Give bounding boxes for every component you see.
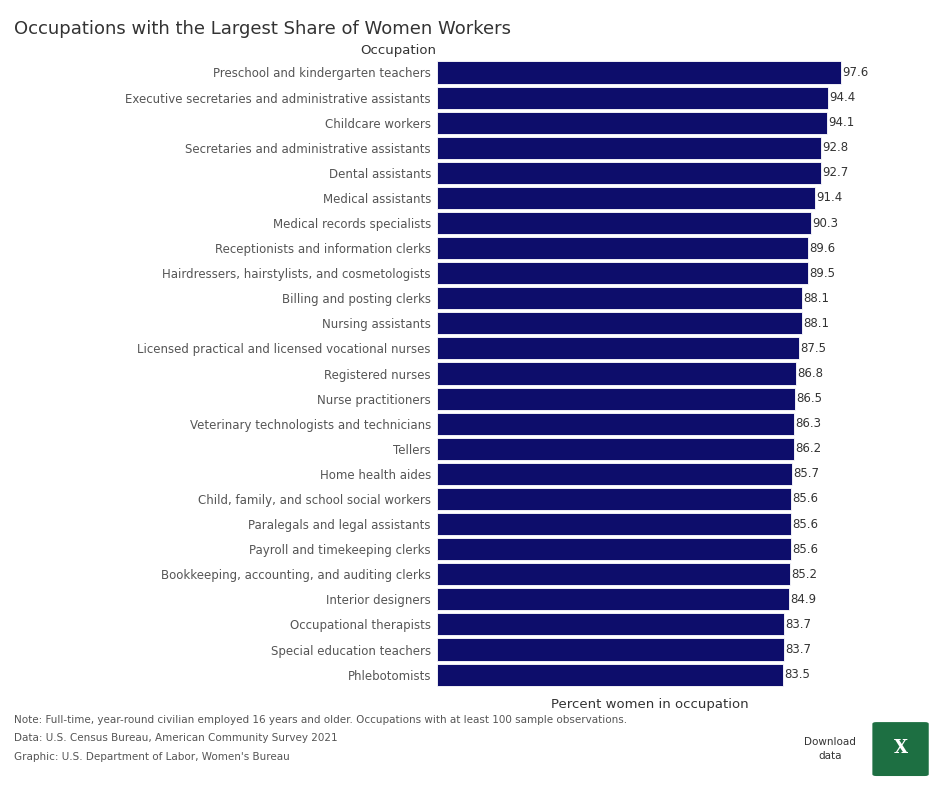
Bar: [437, 212, 811, 234]
Text: 97.6: 97.6: [843, 66, 868, 79]
Bar: [437, 137, 821, 159]
Text: 94.1: 94.1: [828, 116, 854, 129]
Text: Occupations with the Largest Share of Women Workers: Occupations with the Largest Share of Wo…: [14, 20, 512, 38]
Text: 85.6: 85.6: [792, 518, 819, 531]
Text: 86.8: 86.8: [798, 367, 824, 380]
Text: 86.5: 86.5: [796, 392, 823, 405]
Text: 92.7: 92.7: [822, 166, 848, 179]
Bar: [437, 161, 821, 184]
Bar: [437, 588, 789, 610]
Text: 86.3: 86.3: [795, 417, 822, 430]
Text: 92.8: 92.8: [823, 141, 848, 154]
Bar: [437, 388, 795, 410]
Bar: [437, 237, 808, 259]
Bar: [437, 287, 802, 309]
Bar: [437, 312, 802, 335]
Text: 89.5: 89.5: [809, 267, 835, 280]
Text: 83.7: 83.7: [785, 618, 810, 631]
Text: 88.1: 88.1: [803, 317, 829, 330]
Text: X: X: [894, 739, 907, 757]
Text: 85.6: 85.6: [792, 543, 819, 555]
Bar: [437, 187, 815, 209]
Bar: [437, 337, 799, 360]
Text: Occupation: Occupation: [361, 45, 437, 58]
X-axis label: Percent women in occupation: Percent women in occupation: [551, 698, 749, 711]
Bar: [437, 112, 827, 133]
Text: Download
data: Download data: [804, 737, 856, 761]
Text: 83.7: 83.7: [785, 643, 810, 656]
Text: 85.6: 85.6: [792, 492, 819, 506]
Text: Data: U.S. Census Bureau, American Community Survey 2021: Data: U.S. Census Bureau, American Commu…: [14, 733, 338, 744]
Text: 94.4: 94.4: [829, 91, 855, 104]
Text: 85.2: 85.2: [791, 568, 817, 581]
Text: 87.5: 87.5: [801, 342, 827, 355]
Bar: [437, 663, 783, 686]
FancyBboxPatch shape: [872, 722, 929, 776]
Bar: [437, 62, 841, 84]
Bar: [437, 614, 784, 635]
Text: Note: Full-time, year-round civilian employed 16 years and older. Occupations wi: Note: Full-time, year-round civilian emp…: [14, 715, 627, 725]
Bar: [437, 513, 791, 535]
Bar: [437, 438, 794, 460]
Bar: [437, 86, 828, 109]
Bar: [437, 463, 791, 485]
Text: 90.3: 90.3: [812, 217, 838, 229]
Text: 89.6: 89.6: [809, 241, 835, 255]
Bar: [437, 262, 808, 284]
Bar: [437, 638, 784, 661]
Text: 84.9: 84.9: [790, 593, 816, 606]
Text: 85.7: 85.7: [793, 467, 819, 480]
Bar: [437, 412, 794, 435]
Bar: [437, 538, 791, 560]
Text: 86.2: 86.2: [795, 443, 821, 455]
Text: 83.5: 83.5: [784, 668, 809, 681]
Bar: [437, 363, 796, 384]
Bar: [437, 563, 790, 586]
Text: Graphic: U.S. Department of Labor, Women's Bureau: Graphic: U.S. Department of Labor, Women…: [14, 752, 290, 762]
Text: 88.1: 88.1: [803, 292, 829, 304]
Text: 91.4: 91.4: [817, 192, 843, 205]
Bar: [437, 488, 791, 510]
